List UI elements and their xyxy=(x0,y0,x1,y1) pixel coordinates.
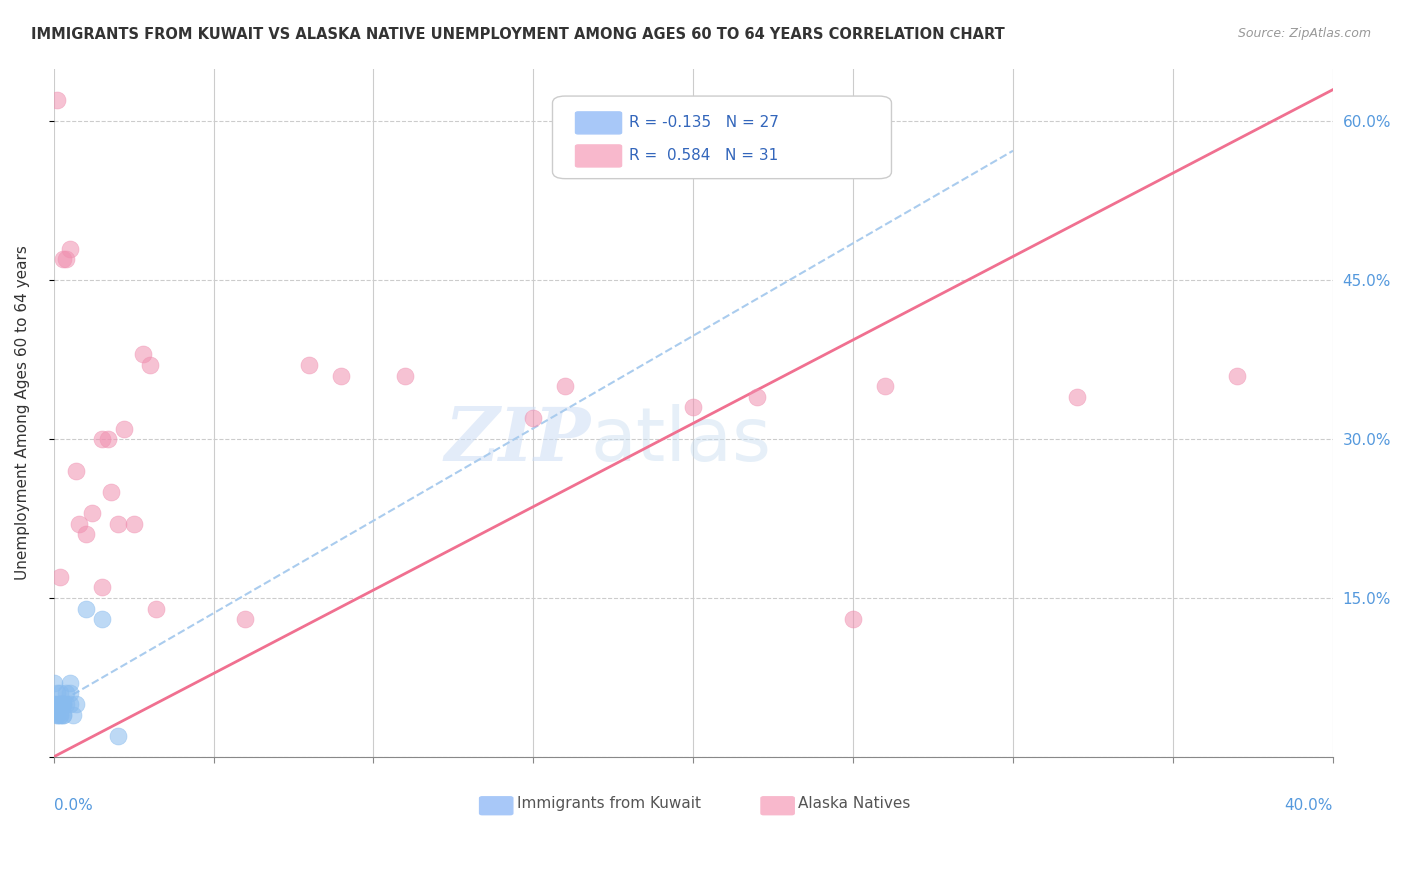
Point xyxy=(55,697,77,711)
Point xyxy=(52,252,75,267)
FancyBboxPatch shape xyxy=(575,112,621,134)
Point xyxy=(65,464,87,478)
Point xyxy=(52,707,75,722)
Point xyxy=(90,612,112,626)
Point xyxy=(45,93,67,107)
Point xyxy=(394,368,416,383)
Point xyxy=(554,379,576,393)
Y-axis label: Unemployment Among Ages 60 to 64 years: Unemployment Among Ages 60 to 64 years xyxy=(15,245,30,580)
Point xyxy=(52,697,75,711)
Point xyxy=(49,707,72,722)
Point xyxy=(132,347,155,361)
Point xyxy=(45,707,67,722)
Point xyxy=(59,675,82,690)
Point xyxy=(122,516,145,531)
Point xyxy=(42,675,65,690)
Point xyxy=(45,697,67,711)
Text: R = -0.135   N = 27: R = -0.135 N = 27 xyxy=(630,115,779,130)
Point xyxy=(62,707,84,722)
Point xyxy=(49,697,72,711)
Point xyxy=(682,401,704,415)
Point xyxy=(80,506,103,520)
Point xyxy=(107,729,129,743)
Point xyxy=(59,686,82,700)
Point xyxy=(49,686,72,700)
Text: IMMIGRANTS FROM KUWAIT VS ALASKA NATIVE UNEMPLOYMENT AMONG AGES 60 TO 64 YEARS C: IMMIGRANTS FROM KUWAIT VS ALASKA NATIVE … xyxy=(31,27,1005,42)
Point xyxy=(59,242,82,256)
Text: Alaska Natives: Alaska Natives xyxy=(799,797,911,811)
Point xyxy=(112,421,135,435)
Point xyxy=(52,697,75,711)
FancyBboxPatch shape xyxy=(761,797,794,814)
Point xyxy=(107,516,129,531)
Text: Source: ZipAtlas.com: Source: ZipAtlas.com xyxy=(1237,27,1371,40)
Point xyxy=(298,358,321,372)
Point xyxy=(842,612,865,626)
Text: 0.0%: 0.0% xyxy=(53,798,93,814)
Point xyxy=(138,358,160,372)
Point xyxy=(42,697,65,711)
Point xyxy=(59,697,82,711)
Point xyxy=(873,379,896,393)
Text: 40.0%: 40.0% xyxy=(1285,798,1333,814)
Text: R =  0.584   N = 31: R = 0.584 N = 31 xyxy=(630,148,779,163)
Point xyxy=(330,368,353,383)
Text: ZIP: ZIP xyxy=(444,404,591,476)
Point xyxy=(747,390,769,404)
Point xyxy=(55,686,77,700)
Point xyxy=(49,697,72,711)
Point xyxy=(97,432,120,446)
Point xyxy=(1226,368,1249,383)
Point xyxy=(67,516,90,531)
Point xyxy=(1066,390,1088,404)
Point xyxy=(45,707,67,722)
FancyBboxPatch shape xyxy=(575,145,621,167)
Point xyxy=(49,570,72,584)
Point xyxy=(522,411,544,425)
Point xyxy=(145,601,167,615)
Text: atlas: atlas xyxy=(591,404,772,476)
FancyBboxPatch shape xyxy=(553,96,891,178)
Point xyxy=(100,485,122,500)
Text: Immigrants from Kuwait: Immigrants from Kuwait xyxy=(516,797,700,811)
Point xyxy=(49,697,72,711)
Point xyxy=(75,601,97,615)
Point xyxy=(235,612,257,626)
Point xyxy=(45,686,67,700)
Point xyxy=(49,707,72,722)
Point xyxy=(65,697,87,711)
Point xyxy=(90,581,112,595)
Point xyxy=(75,527,97,541)
Point xyxy=(55,252,77,267)
FancyBboxPatch shape xyxy=(479,797,513,814)
Point xyxy=(52,707,75,722)
Point xyxy=(90,432,112,446)
Point xyxy=(52,697,75,711)
